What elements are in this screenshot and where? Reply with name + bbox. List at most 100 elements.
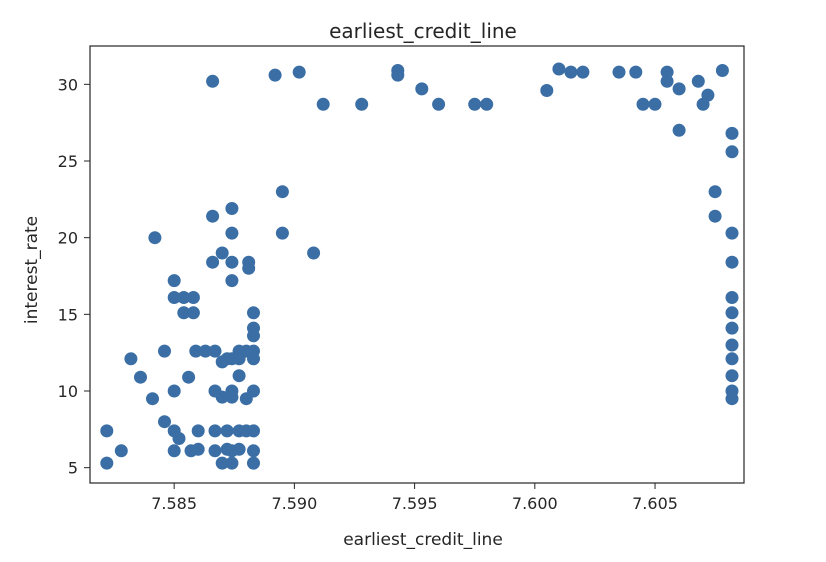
scatter-point [468, 97, 482, 111]
scatter-point [100, 456, 114, 470]
scatter-point [182, 370, 196, 384]
x-tick-label: 7.585 [151, 494, 197, 513]
scatter-point [167, 384, 181, 398]
scatter-point [725, 255, 739, 269]
scatter-point [247, 352, 260, 366]
scatter-point [191, 424, 205, 438]
scatter-point [198, 344, 212, 358]
x-axis-title: earliest_credit_line [343, 530, 503, 550]
scatter-point [167, 444, 181, 458]
scatter-point [100, 424, 114, 438]
scatter-point [114, 444, 128, 458]
scatter-point [691, 74, 705, 88]
x-tick-label: 7.600 [512, 494, 558, 513]
scatter-point [177, 306, 191, 320]
scatter-point [215, 390, 229, 404]
x-tick-label: 7.605 [632, 494, 678, 513]
scatter-point [725, 392, 739, 406]
scatter-point [708, 209, 722, 223]
scatter-point [355, 97, 369, 111]
scatter-point [167, 291, 181, 304]
scatter-point [292, 65, 306, 79]
scatter-point [215, 456, 229, 470]
scatter-point [206, 74, 220, 88]
scatter-point [672, 123, 686, 137]
scatter-point [232, 369, 246, 383]
scatter-point [629, 65, 643, 79]
scatter-point [186, 291, 200, 304]
scatter-point [660, 65, 674, 79]
scatter-point [225, 456, 239, 470]
scatter-point [480, 97, 494, 111]
y-tick-label: 25 [58, 152, 78, 171]
scatter-point [177, 291, 191, 304]
y-axis: 5 10 15 20 25 30 [58, 75, 90, 478]
scatter-point [189, 344, 203, 358]
scatter-point [725, 321, 739, 335]
scatter-point [725, 226, 739, 240]
plot-frame [89, 45, 745, 484]
y-tick-label: 15 [58, 305, 78, 324]
scatter-point [725, 352, 739, 366]
scatter-point [725, 306, 739, 320]
scatter-point [225, 274, 239, 288]
y-axis-title: interest_rate [22, 216, 42, 324]
scatter-point [247, 456, 260, 470]
scatter-point [146, 392, 159, 406]
y-tick-label: 20 [58, 229, 78, 248]
scatter-point [232, 442, 246, 456]
scatter-point [215, 246, 229, 260]
scatter-point [391, 68, 405, 82]
scatter-point [225, 390, 239, 404]
scatter-point [247, 384, 260, 398]
scatter-point [275, 185, 289, 199]
scatter-point [708, 185, 722, 199]
scatter-point [725, 369, 739, 383]
scatter-point [191, 442, 205, 456]
scatter-point [208, 424, 222, 438]
scatter-point [247, 444, 260, 458]
chart-title: earliest_credit_line [329, 19, 517, 43]
scatter-point [206, 255, 220, 269]
scatter-point [307, 246, 321, 260]
y-tick-label: 10 [58, 382, 78, 401]
scatter-point [247, 424, 260, 438]
scatter-point [660, 74, 674, 88]
scatter-point [648, 97, 662, 111]
scatter-point [725, 338, 739, 352]
scatter-point [636, 97, 650, 111]
scatter-point [316, 97, 330, 111]
scatter-point [725, 126, 739, 140]
y-tick-label: 5 [68, 459, 78, 478]
scatter-point [172, 432, 186, 445]
scatter-point [148, 231, 162, 245]
scatter-point [247, 329, 260, 343]
scatter-point [268, 68, 282, 82]
scatter-point [415, 82, 429, 96]
scatter-point [220, 424, 234, 438]
scatter-point [576, 65, 590, 79]
scatter-point [725, 145, 739, 159]
scatter-point [696, 97, 710, 111]
x-tick-label: 7.590 [271, 494, 317, 513]
scatter-point [225, 255, 239, 269]
scatter-point [552, 62, 566, 76]
scatter-point [725, 291, 739, 304]
scatter-point [124, 352, 138, 366]
scatter-point [715, 64, 729, 77]
scatter-point [225, 226, 239, 240]
scatter-point [564, 65, 578, 79]
scatter-point [158, 415, 171, 429]
scatter-point [275, 226, 289, 240]
scatter-point [247, 306, 260, 320]
scatter-point [432, 97, 446, 111]
scatter-point [540, 84, 554, 97]
scatter-point [158, 344, 171, 358]
x-axis: 7.585 7.590 7.595 7.600 7.605 [151, 483, 678, 513]
scatter-point [206, 209, 220, 223]
scatter-point [208, 444, 222, 458]
scatter-point [134, 370, 147, 384]
scatter-point [167, 274, 181, 288]
y-tick-label: 30 [58, 75, 78, 94]
